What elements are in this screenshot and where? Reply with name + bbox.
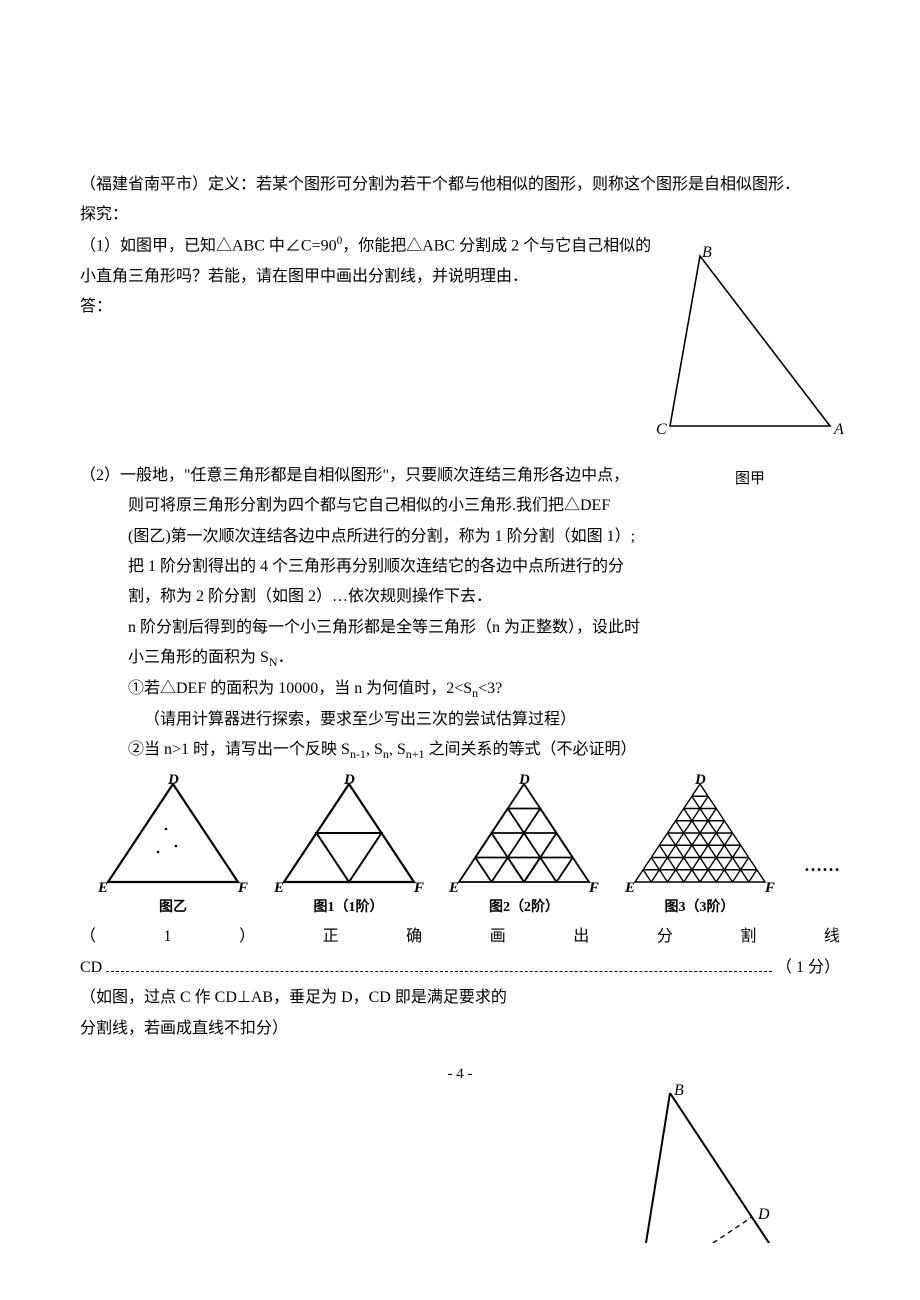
fig3-label: 图3（3阶）: [665, 896, 735, 916]
paragraph-definition: （福建省南平市）定义：若某个图形可分割为若干个都与他相似的图形，则称这个图形是自…: [80, 170, 840, 200]
q2-l4: 把 1 阶分割得出的 4 个三角形再分别顺次连结它的各边中点所进行的分: [80, 552, 840, 582]
q2-l8b: <3?: [478, 680, 502, 697]
figure-jia: B C A 图甲: [650, 246, 850, 488]
svg-text:D: D: [518, 774, 530, 788]
a1-close: ）: [239, 922, 255, 952]
label-c: C: [656, 421, 667, 438]
q1-l1b: ，你能把△ABC 分割成 2 个与它自己相似的: [342, 237, 651, 254]
q2-l7b: ．: [278, 649, 294, 666]
svg-text:D: D: [343, 774, 355, 788]
sub-nm1: n-1: [350, 748, 366, 762]
a1-w2: 确: [406, 922, 422, 952]
paragraph-explore: 探究：: [80, 200, 840, 230]
figure-row: D E F 图乙 D E F 图1（1阶）: [80, 774, 840, 916]
svg-text:F: F: [237, 880, 248, 894]
answer-line2: CD （ 1 分）: [80, 953, 840, 983]
a1-w7: 线: [824, 922, 840, 952]
svg-text:E: E: [449, 880, 459, 894]
tri3-svg: D E F: [625, 774, 775, 894]
q2-l9: （请用计算器进行探索，要求至少写出三次的尝试估算过程）: [80, 705, 840, 735]
partial-triangle-figure: B D: [620, 1083, 820, 1243]
q2-l8a: ①若△DEF 的面积为 10000，当 n 为何值时，2<S: [128, 680, 472, 697]
label-a: A: [833, 421, 844, 438]
answer-line3: （如图，过点 C 作 CD⊥AB，垂足为 D，CD 即是满足要求的: [80, 983, 840, 1013]
q2-l2: 则可将原三角形分割为四个都与它自己相似的小三角形.我们把△DEF: [80, 491, 840, 521]
fig2-label: 图2（2阶）: [489, 896, 559, 916]
svg-text:D: D: [757, 1206, 770, 1223]
dash-line: [106, 956, 772, 971]
figyi-label: 图乙: [159, 896, 187, 916]
q2-l5: 割，称为 2 阶分割（如图 2）…依次规则操作下去．: [80, 582, 840, 612]
sub-np1: n+1: [406, 748, 425, 762]
figure-2: D E F 图2（2阶）: [449, 774, 599, 916]
svg-text:E: E: [625, 880, 635, 894]
ellipsis: ……: [800, 855, 840, 916]
q2-l8: ①若△DEF 的面积为 10000，当 n 为何值时，2<Sn<3?: [80, 674, 840, 705]
figure-1: D E F 图1（1阶）: [274, 774, 424, 916]
page-number: - 4 -: [80, 1066, 840, 1083]
svg-text:B: B: [674, 1083, 684, 1099]
figure-jia-caption: 图甲: [650, 467, 850, 488]
q2-l3: (图乙)第一次顺次连结各边中点所进行的分割，称为 1 阶分割（如图 1）;: [80, 522, 840, 552]
tri2-svg: D E F: [449, 774, 599, 894]
q2-l10b: , S: [366, 741, 383, 758]
q2-l10c: , S: [389, 741, 406, 758]
a2-score: （ 1 分）: [776, 953, 840, 983]
answer-line4: 分割线，若画成直线不扣分）: [80, 1014, 840, 1044]
a1-w3: 画: [490, 922, 506, 952]
figure-3: D E F 图3（3阶）: [625, 774, 775, 916]
a2-cd: CD: [80, 953, 102, 983]
tri1-svg: D E F: [274, 774, 424, 894]
question-1-block: （1）如图甲，已知△ABC 中∠C=900，你能把△ABC 分割成 2 个与它自…: [80, 231, 840, 461]
q1-l1a: （1）如图甲，已知△ABC 中∠C=90: [80, 237, 337, 254]
svg-text:D: D: [694, 774, 706, 788]
a1-open: （: [80, 922, 96, 952]
sub-N: N: [269, 655, 278, 669]
svg-text:F: F: [413, 880, 424, 894]
fig1-label: 图1（1阶）: [314, 896, 384, 916]
a1-w1: 正: [323, 922, 339, 952]
triangle-jia-svg: B C A: [650, 246, 850, 456]
tri-yi-svg: D E F: [98, 774, 248, 894]
q2-l10d: 之间关系的等式（不必证明）: [425, 741, 637, 758]
q2-l10: ②当 n>1 时，请写出一个反映 Sn-1, Sn, Sn+1 之间关系的等式（…: [80, 735, 840, 766]
answer-line1: （ 1 ） 正 确 画 出 分 割 线: [80, 922, 840, 952]
document-page: （福建省南平市）定义：若某个图形可分割为若干个都与他相似的图形，则称这个图形是自…: [0, 0, 920, 1083]
q2-l7a: 小三角形的面积为 S: [128, 649, 269, 666]
a1-w5: 分: [657, 922, 673, 952]
svg-text:F: F: [764, 880, 775, 894]
a1-w4: 出: [573, 922, 589, 952]
q2-l6: n 阶分割后得到的每一个小三角形都是全等三角形（n 为正整数），设此时: [80, 613, 840, 643]
label-b: B: [702, 246, 712, 261]
a1-w6: 割: [740, 922, 756, 952]
figure-yi: D E F 图乙: [98, 774, 248, 916]
svg-text:F: F: [588, 880, 599, 894]
q2-l10a: ②当 n>1 时，请写出一个反映 S: [128, 741, 350, 758]
q2-l7: 小三角形的面积为 SN．: [80, 643, 840, 674]
svg-text:D: D: [167, 774, 179, 788]
svg-text:E: E: [98, 880, 108, 894]
svg-text:E: E: [274, 880, 284, 894]
a1-1: 1: [164, 922, 172, 952]
